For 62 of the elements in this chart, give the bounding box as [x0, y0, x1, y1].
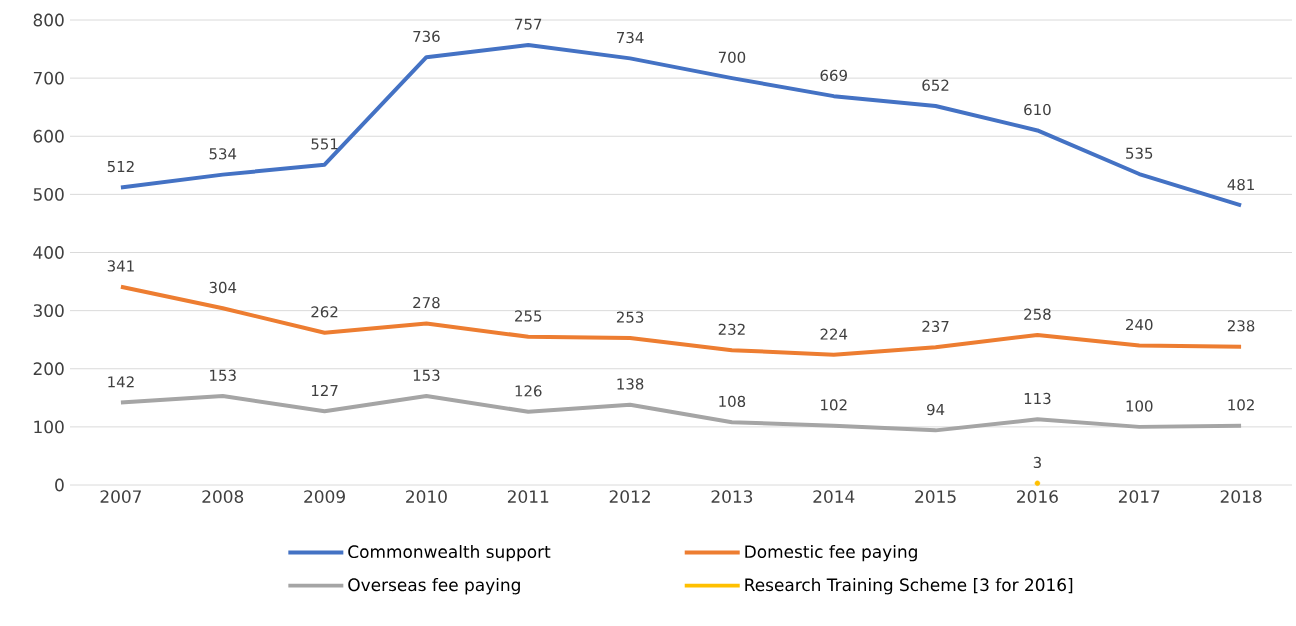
y-tick-label: 500 [33, 187, 64, 201]
data-label: 142 [108, 376, 134, 388]
y-tick-label: 100 [34, 420, 64, 434]
legend-label: Overseas fee paying [348, 578, 520, 595]
x-tick-label: 2010 [406, 490, 447, 503]
data-label: 100 [1126, 400, 1153, 412]
data-label: 652 [922, 79, 949, 91]
data-label: 278 [413, 296, 440, 309]
data-label: 127 [311, 384, 338, 396]
data-label: 102 [821, 399, 847, 411]
x-tick-label: 2013 [711, 490, 753, 503]
y-tick-label: 800 [33, 13, 64, 27]
legend-label: Commonwealth support [348, 544, 551, 562]
data-label: 736 [413, 30, 440, 43]
data-label: 237 [922, 320, 949, 333]
x-tick-label: 2012 [609, 490, 650, 503]
data-label: 138 [617, 378, 644, 390]
data-label: 240 [1126, 319, 1153, 331]
data-label: 700 [718, 51, 746, 63]
data-label: 232 [718, 323, 745, 335]
y-tick-label: 300 [33, 304, 64, 318]
data-label: 94 [927, 403, 945, 416]
data-label: 258 [1024, 308, 1051, 320]
data-label: 113 [1024, 392, 1051, 405]
data-label: 304 [209, 281, 237, 294]
legend-label: Domestic fee paying [745, 544, 917, 562]
data-label: 734 [617, 31, 644, 44]
data-label: 262 [311, 306, 338, 318]
data-label: 224 [820, 328, 848, 340]
x-tick-label: 2015 [915, 490, 956, 503]
x-tick-label: 2007 [100, 490, 142, 503]
x-tick-label: 2016 [1017, 490, 1058, 503]
x-tick-label: 2009 [304, 490, 345, 503]
data-label: 126 [515, 385, 542, 397]
data-label: 341 [107, 260, 134, 272]
data-label: 534 [209, 148, 237, 160]
data-label: 238 [1227, 320, 1255, 332]
legend-label: Research Training Scheme [3 for 2016] [745, 578, 1073, 595]
data-label: 512 [107, 160, 134, 173]
data-label: 153 [413, 369, 440, 381]
data-label: 153 [210, 369, 236, 381]
data-label: 481 [1227, 178, 1254, 191]
x-tick-label: 2018 [1220, 490, 1262, 503]
data-label: 102 [1228, 399, 1254, 411]
x-tick-label: 2011 [507, 490, 549, 503]
data-label: 551 [311, 138, 338, 150]
x-tick-label: 2017 [1118, 490, 1160, 503]
y-tick-label: 200 [33, 362, 64, 376]
y-tick-label: 400 [33, 246, 64, 259]
data-label: 610 [1024, 103, 1051, 116]
data-label: 108 [719, 395, 746, 408]
data-label: 253 [616, 311, 644, 323]
data-label: 255 [515, 310, 542, 322]
data-label: 669 [820, 69, 847, 81]
y-tick-label: 600 [33, 129, 64, 143]
x-tick-label: 2008 [202, 490, 244, 503]
y-tick-label: 0 [55, 478, 64, 492]
x-tick-label: 2014 [813, 490, 855, 503]
y-tick-label: 700 [33, 71, 64, 85]
data-label: 757 [515, 18, 542, 30]
data-label: 3 [1033, 456, 1041, 469]
data-label: 535 [1126, 147, 1153, 159]
